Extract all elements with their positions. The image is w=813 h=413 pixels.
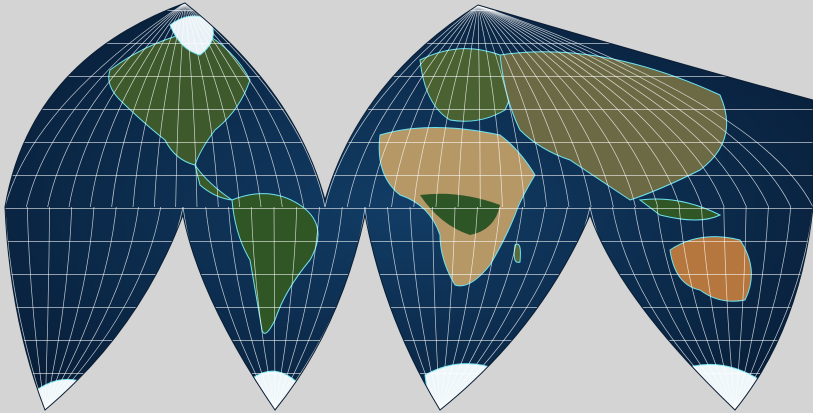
graticule-line [44, 206, 117, 410]
graticule-line [432, 206, 441, 410]
graticule-line [439, 206, 478, 410]
europe [419, 48, 512, 122]
graticule-line [734, 206, 747, 410]
graticule-line [68, 3, 186, 208]
graticule-line [477, 4, 725, 208]
graticule-line [132, 3, 186, 208]
graticule-line [439, 206, 546, 410]
graticule-line [44, 206, 73, 410]
graticule-line [184, 3, 305, 208]
graticule-line [184, 3, 283, 208]
asia [499, 51, 728, 201]
graticule-line [184, 3, 198, 208]
indonesia [638, 198, 722, 221]
graticule-line [346, 4, 479, 208]
graticule-line [153, 3, 186, 208]
graticule-line [413, 4, 479, 208]
graticule-line [111, 3, 186, 208]
graticule-line [89, 3, 186, 208]
graticule-line [44, 206, 50, 410]
graticule-line [701, 206, 736, 410]
graticule-line [274, 206, 320, 410]
graticule-line [44, 206, 95, 410]
graticule-line [175, 3, 186, 208]
madagascar [513, 243, 521, 263]
graticule-line [734, 206, 769, 410]
graticule-line [477, 4, 747, 208]
graticule-line [477, 4, 548, 208]
graticule-line [44, 206, 139, 410]
graticule-line [477, 4, 703, 208]
graticule-line [274, 206, 343, 410]
graticule-line [409, 206, 441, 410]
graticule-line [184, 3, 326, 208]
graticule-line [439, 206, 456, 410]
graticule-line [477, 4, 525, 208]
graticule-line [477, 4, 813, 208]
australia [669, 236, 752, 302]
graticule-line [5, 3, 186, 208]
graticule-line [656, 206, 736, 410]
graticule-line [324, 4, 479, 208]
graticule-line [391, 4, 479, 208]
graticule-line [477, 4, 769, 208]
graticule-line [439, 206, 568, 410]
graticule-line [477, 4, 681, 208]
graticule-line [435, 4, 479, 208]
graticule-line [477, 4, 592, 208]
graticule-line [477, 4, 570, 208]
graticule-line [477, 4, 636, 208]
graticule-line [44, 206, 162, 410]
graticule-line [439, 206, 501, 410]
graticule-line [250, 206, 276, 410]
graticule-line [723, 206, 736, 410]
graticule-line [611, 206, 736, 410]
graticule-line [387, 206, 441, 410]
graticule-line [734, 206, 792, 410]
lobe-outline [4, 2, 813, 411]
graticule-line [274, 206, 298, 410]
graticule-line [678, 206, 736, 410]
graticule-line [47, 3, 186, 208]
graticule-line [369, 4, 479, 208]
graticule-line [273, 206, 276, 410]
graticule-line [184, 3, 219, 208]
graticule-line [228, 206, 276, 410]
graticule-line [25, 3, 186, 208]
graticule-line [205, 206, 276, 410]
graticule-line [439, 206, 523, 410]
graticule-line [477, 4, 792, 208]
graticule-line [477, 4, 614, 208]
graticule-line [634, 206, 736, 410]
graticule-line [477, 4, 659, 208]
graticule-line [184, 3, 241, 208]
graticule-line [457, 4, 479, 208]
graticule-line [477, 4, 503, 208]
graticule-line [184, 3, 262, 208]
graticule-line [477, 4, 481, 208]
south-america [231, 193, 319, 334]
graticule-line [26, 206, 46, 410]
